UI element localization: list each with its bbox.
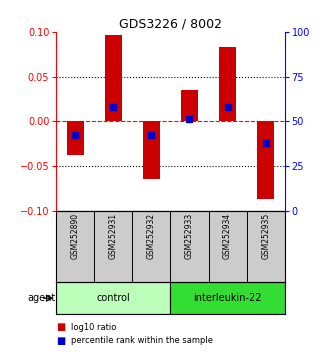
Text: ■: ■	[56, 322, 66, 332]
Bar	[219, 47, 236, 121]
Text: GSM252933: GSM252933	[185, 213, 194, 259]
Bar	[105, 35, 122, 121]
Text: agent: agent	[27, 293, 56, 303]
Bar	[56, 282, 170, 314]
Title: GDS3226 / 8002: GDS3226 / 8002	[119, 18, 222, 31]
Bar	[181, 90, 198, 121]
Text: percentile rank within the sample: percentile rank within the sample	[71, 336, 213, 346]
Bar	[67, 121, 84, 155]
Text: ■: ■	[56, 336, 66, 346]
Text: control: control	[97, 293, 130, 303]
Bar	[257, 121, 274, 199]
Text: GSM252935: GSM252935	[261, 213, 270, 259]
Text: GSM252890: GSM252890	[71, 213, 80, 259]
Text: GSM252934: GSM252934	[223, 213, 232, 259]
Bar	[170, 282, 285, 314]
Text: GSM252932: GSM252932	[147, 213, 156, 259]
Bar	[143, 121, 160, 179]
Text: log10 ratio: log10 ratio	[71, 323, 117, 332]
Text: interleukin-22: interleukin-22	[193, 293, 262, 303]
Text: GSM252931: GSM252931	[109, 213, 118, 259]
